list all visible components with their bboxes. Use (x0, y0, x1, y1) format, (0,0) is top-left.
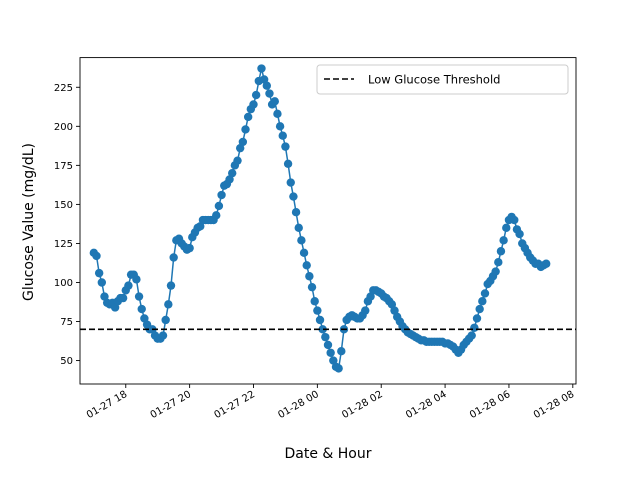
x-tick-label-0: 01-27 18 (85, 389, 129, 421)
data-point-70 (275, 122, 285, 131)
data-point-83 (310, 297, 319, 306)
data-point-1 (92, 251, 101, 261)
axes: 50 75 100 125 150 175 200 225 01-27 18 01-27 20 01… (54, 57, 577, 421)
data-point-79 (299, 248, 309, 258)
data-point-170 (542, 259, 551, 268)
data-point-89 (326, 348, 335, 357)
data-point-78 (297, 236, 306, 245)
y-axis-label: Glucose Value (mg/dL) (21, 143, 37, 301)
data-point-63 (257, 64, 266, 73)
data-point-71 (278, 131, 287, 140)
x-tick-label-1: 01-27 20 (149, 389, 193, 421)
data-point-58 (243, 112, 253, 122)
data-point-144 (472, 314, 482, 323)
data-point-68 (270, 97, 279, 106)
data-point-86 (318, 325, 327, 334)
data-point-102 (361, 306, 370, 315)
data-point-81 (305, 272, 314, 281)
data-point-155 (502, 223, 511, 233)
data-point-92 (334, 364, 343, 373)
data-point-66 (265, 89, 274, 98)
data-point-74 (286, 178, 295, 187)
x-tick-label-5: 01-28 04 (404, 389, 448, 421)
data-point-17 (134, 292, 144, 301)
y-tick-label-100: 100 (54, 278, 73, 289)
data-point-80 (302, 261, 311, 270)
data-point-151 (491, 267, 500, 276)
y-tick-label-175: 175 (54, 161, 73, 172)
data-point-145 (475, 304, 484, 314)
legend-entry-threshold: Low Glucose Threshold (368, 73, 500, 87)
data-point-52 (228, 168, 237, 178)
y-tick-label-225: 225 (54, 83, 73, 94)
data-point-16 (132, 275, 141, 284)
data-point-153 (496, 247, 506, 256)
data-point-77 (294, 223, 303, 233)
data-point-28 (164, 300, 173, 309)
data-point-147 (480, 289, 490, 298)
x-axis-label: Date & Hour (284, 446, 371, 462)
y-tick-label-125: 125 (54, 239, 73, 250)
legend-frame (316, 64, 569, 95)
x-tick-label-7: 01-28 08 (532, 389, 576, 421)
x-tick-label-3: 01-28 00 (276, 389, 320, 421)
data-point-65 (262, 81, 271, 90)
data-point-30 (169, 253, 178, 262)
data-point-160 (515, 229, 524, 239)
data-point-54 (233, 156, 242, 165)
data-point-69 (273, 109, 282, 119)
data-point-13 (124, 281, 133, 290)
y-tick-label-75: 75 (60, 317, 73, 328)
data-point-26 (158, 331, 168, 340)
data-point-84 (313, 306, 322, 315)
data-point-76 (291, 208, 301, 217)
data-point-152 (494, 257, 503, 267)
data-point-146 (478, 297, 487, 306)
x-tick-label-2: 01-27 22 (213, 389, 257, 421)
data-point-73 (283, 159, 293, 168)
data-point-27 (161, 315, 170, 325)
data-point-29 (166, 281, 176, 290)
data-point-154 (499, 236, 508, 245)
data-point-87 (321, 332, 330, 342)
data-point-158 (510, 215, 519, 225)
y-tick-label-200: 200 (54, 122, 73, 133)
data-point-75 (289, 192, 298, 201)
data-point-47 (214, 201, 224, 211)
x-tick-label-6: 01-28 06 (468, 389, 512, 421)
data-point-61 (251, 90, 261, 100)
data-point-48 (217, 190, 226, 200)
data-point-36 (185, 243, 194, 253)
data-point-143 (470, 323, 479, 332)
data-point-82 (307, 282, 317, 292)
data-point-72 (281, 142, 290, 151)
data-point-142 (467, 331, 476, 340)
axes-frame (79, 57, 577, 385)
y-tick-label-150: 150 (54, 200, 73, 211)
y-tick-label-50: 50 (60, 356, 73, 367)
data-point-46 (212, 211, 221, 220)
x-tick-label-4: 01-28 02 (340, 389, 384, 421)
data-point-18 (137, 304, 146, 314)
plot-area (80, 64, 576, 373)
data-point-11 (118, 293, 128, 303)
data-point-85 (315, 315, 325, 325)
data-point-57 (241, 125, 250, 134)
data-point-2 (94, 268, 104, 278)
data-point-93 (337, 347, 346, 356)
legend: Low Glucose Threshold (316, 64, 569, 95)
data-point-56 (238, 137, 248, 147)
data-point-88 (323, 340, 333, 350)
data-point-3 (97, 278, 107, 287)
data-point-60 (249, 100, 258, 109)
